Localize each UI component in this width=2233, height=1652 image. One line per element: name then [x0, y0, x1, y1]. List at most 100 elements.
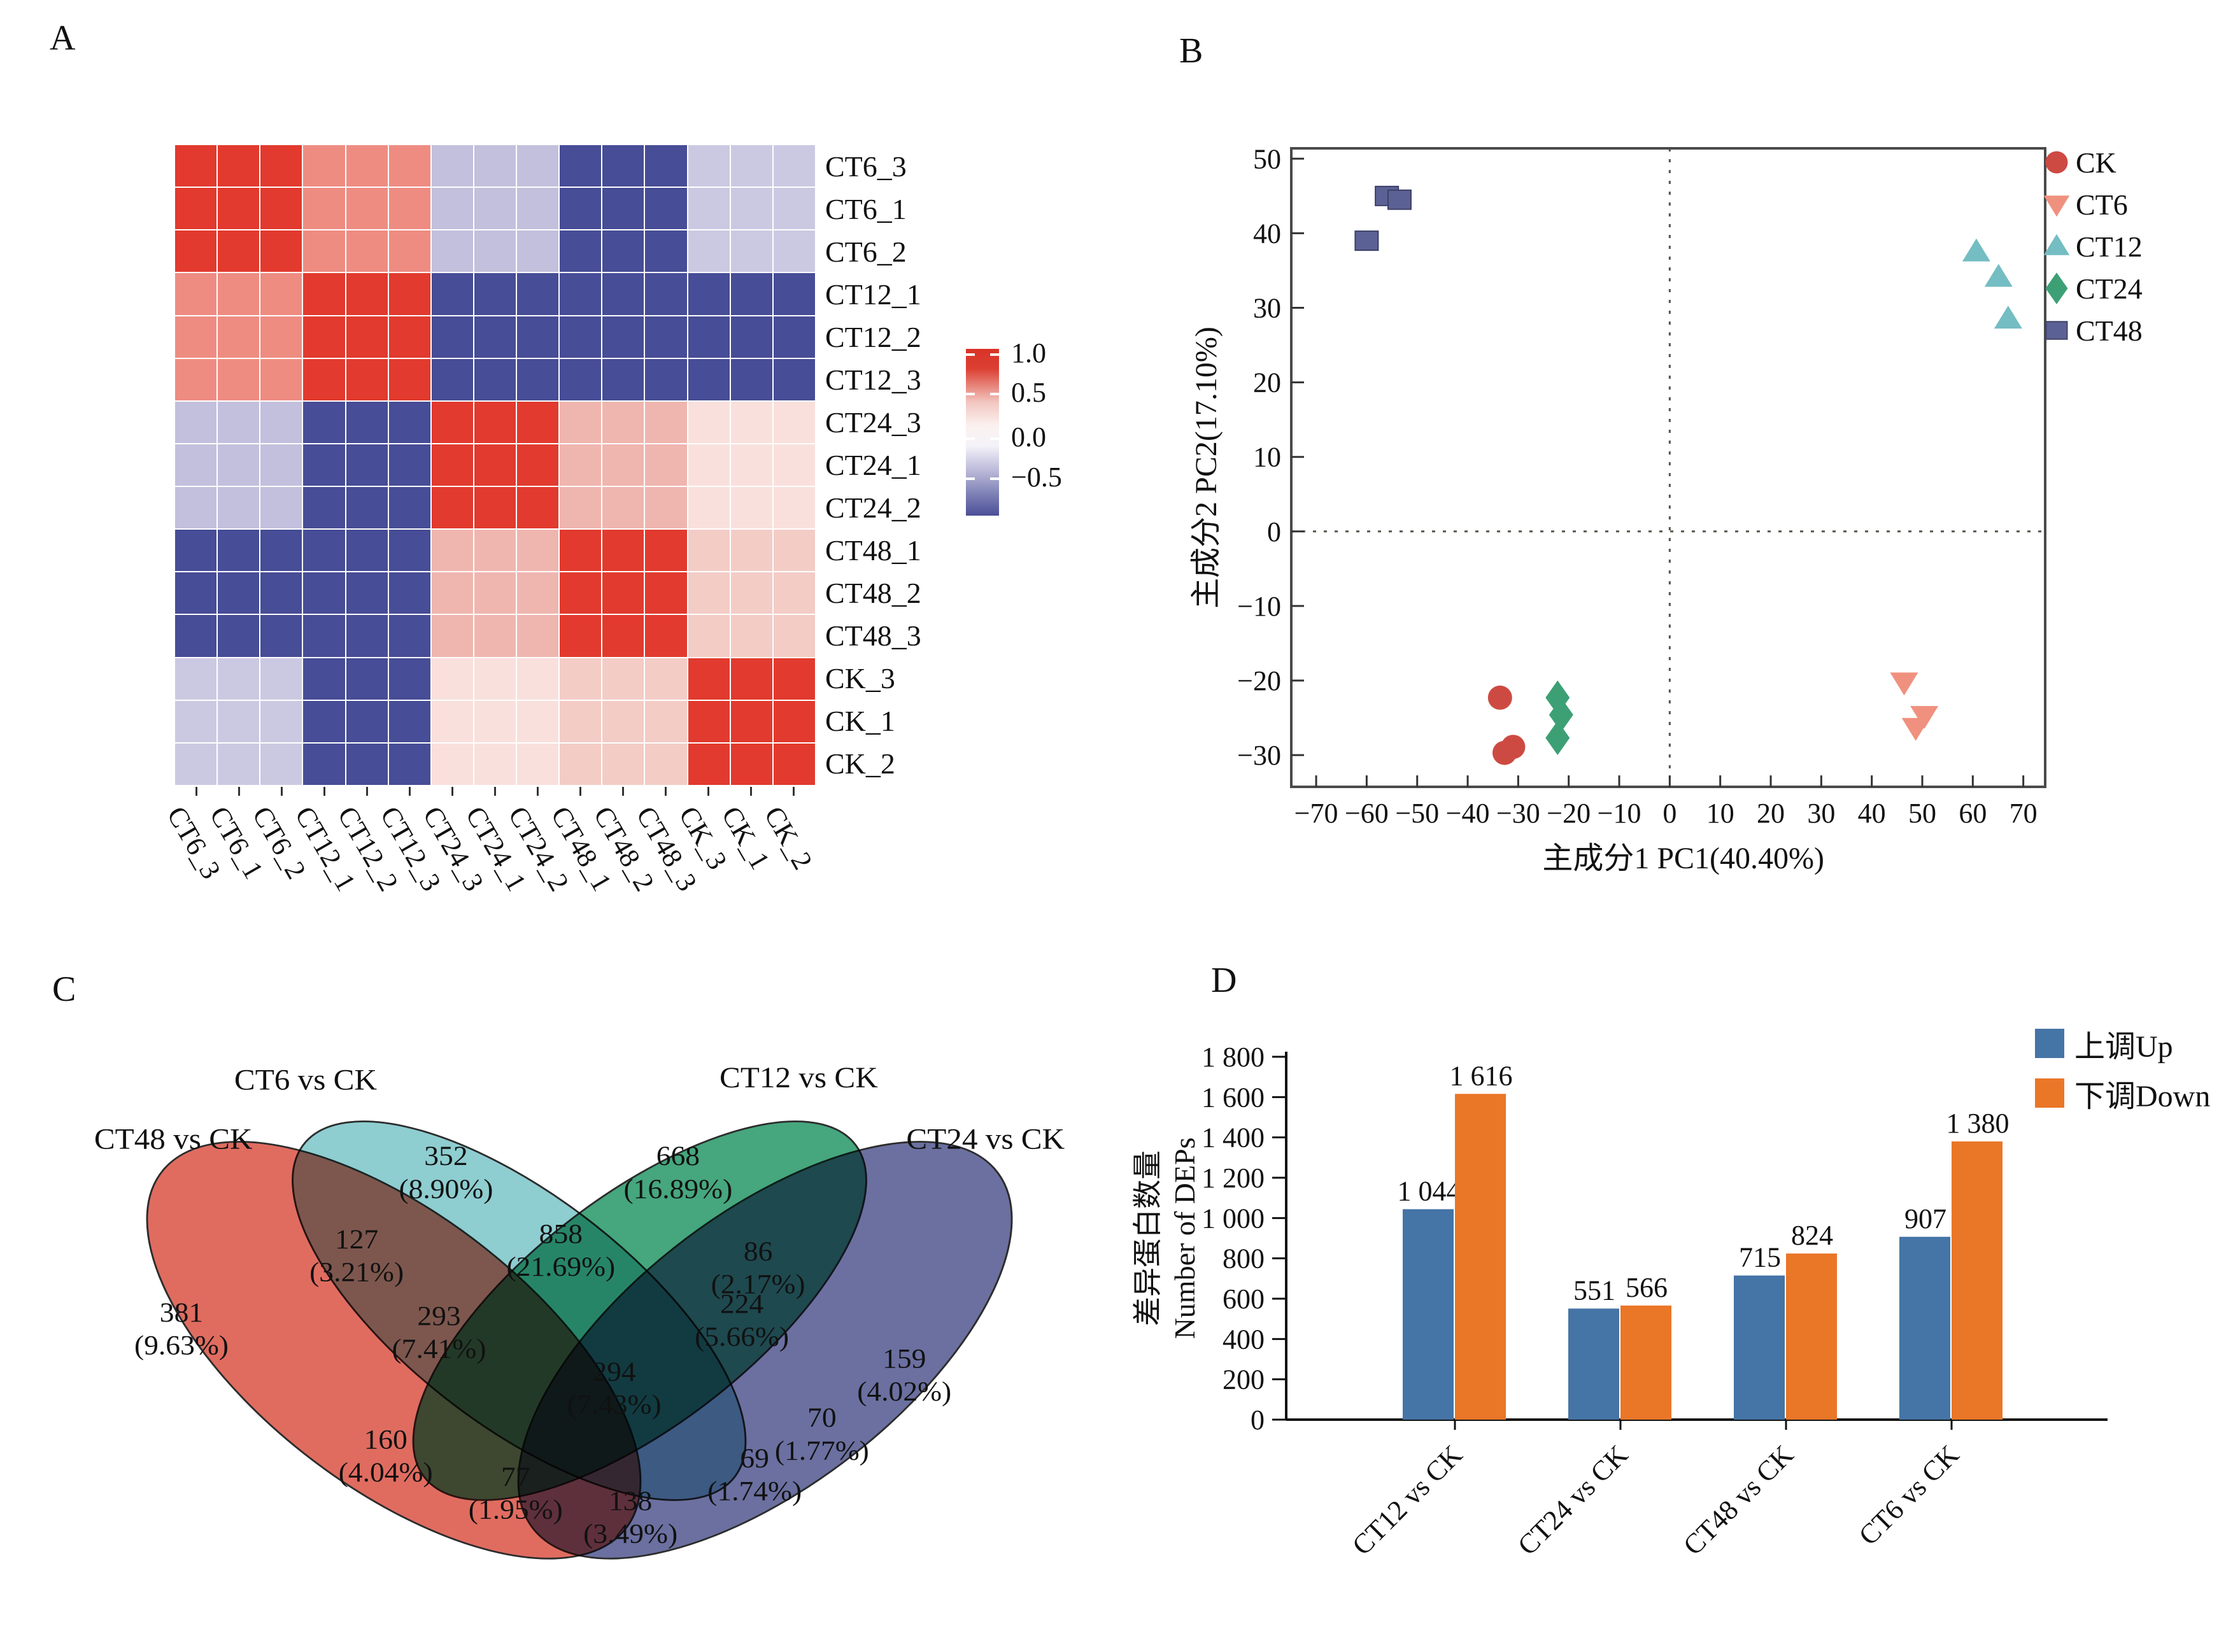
heatmap-cell [388, 444, 430, 486]
heatmap-cell [388, 230, 430, 272]
heatmap-cell [303, 487, 345, 529]
heatmap-cell [474, 487, 516, 529]
x-category-label: CT24 vs CK [1512, 1439, 1634, 1561]
legend-item-ck: CK [2041, 141, 2143, 183]
pca-point-ck [1492, 740, 1517, 765]
y-tick-label: 1 200 [1202, 1162, 1265, 1194]
legend-label: CK [2076, 146, 2116, 179]
y-tick-label: 400 [1223, 1324, 1265, 1355]
colorbar-notch [990, 477, 999, 481]
venn-region-all_four: 294 (7.43%) [567, 1357, 662, 1420]
y-tick-label: 0 [1251, 1404, 1265, 1436]
heatmap-cell [303, 230, 345, 272]
heatmap-cell [388, 188, 430, 230]
x-tick-label: −60 [1345, 798, 1389, 829]
heatmap-cell [602, 401, 644, 443]
heatmap-cell [431, 401, 473, 443]
pca-legend: CK CT6 CT12 CT24 CT48 [2041, 141, 2143, 351]
x-tick-label: 10 [1706, 798, 1734, 829]
panel-letter-c: C [52, 970, 76, 1009]
x-category-label: CT12 vs CK [1346, 1439, 1468, 1561]
colorbar-tick-label: −0.5 [1011, 462, 1062, 493]
y-tick-label: −30 [1237, 740, 1281, 771]
y-tick-label: 0 [1267, 516, 1281, 547]
bar-up [1568, 1308, 1619, 1420]
heatmap-cell [346, 615, 388, 657]
heatmap-column-tick [451, 787, 453, 796]
heatmap-cell [388, 273, 430, 315]
y-axis-title: 主成分2 PC2(17.10%) [1189, 327, 1223, 609]
heatmap-cell [260, 145, 302, 187]
heatmap-cell [773, 401, 815, 443]
heatmap-cell [218, 743, 260, 785]
y-tick-label: 20 [1253, 367, 1281, 399]
legend-item-ct48: CT48 [2041, 309, 2143, 351]
venn-set-label-ct6: CT6 vs CK [234, 1064, 378, 1096]
heatmap-cell [645, 316, 687, 358]
bar-value-label: 1 380 [1946, 1108, 2010, 1139]
heatmap-cell [688, 145, 730, 187]
heatmap-cell [773, 230, 815, 272]
heatmap-cell [602, 530, 644, 572]
x-tick-label: 30 [1807, 798, 1835, 829]
heatmap-cell [388, 615, 430, 657]
venn-region-ct12_only: 668 (16.89%) [624, 1141, 733, 1204]
heatmap-row-label: CT24_1 [825, 449, 921, 481]
pca-point-ct6 [1901, 717, 1930, 741]
y-tick-label: 600 [1223, 1283, 1265, 1315]
heatmap-cell [773, 658, 815, 700]
bar-down [1620, 1305, 1671, 1420]
heatmap-cell [431, 700, 473, 742]
y-tick-label: 1 800 [1202, 1041, 1265, 1073]
heatmap-cell [688, 658, 730, 700]
heatmap-cell [688, 700, 730, 742]
heatmap-cell [560, 700, 602, 742]
heatmap-cell [260, 188, 302, 230]
heatmap-cell [773, 316, 815, 358]
heatmap-cell [602, 145, 644, 187]
dep-bar-chart: 0 200 400 600 800 1 000 1 200 1 400 1 600 1 800 1 … [1131, 1041, 2108, 1561]
heatmap-cell [260, 316, 302, 358]
heatmap-cell [730, 658, 772, 700]
heatmap-cell [346, 358, 388, 400]
venn-diagram: CT48 vs CK CT6 vs CK CT12 vs CK CT24 vs CK 3… [94, 1061, 1065, 1560]
heatmap-cell [560, 230, 602, 272]
heatmap-row-label: CT12_1 [825, 278, 921, 311]
pca-point-ct6 [1910, 706, 1939, 730]
heatmap-cell [346, 572, 388, 614]
heatmap-cell [517, 658, 559, 700]
legend-label: 上调Up [2074, 1030, 2173, 1064]
bar-down [1455, 1094, 1506, 1420]
heatmap-cell [175, 615, 217, 657]
heatmap-cell [474, 358, 516, 400]
heatmap-cell [730, 572, 772, 614]
heatmap-cell [517, 615, 559, 657]
heatmap-cell [773, 188, 815, 230]
heatmap-cell [218, 658, 260, 700]
x-axis-title: 主成分1 PC1(40.40%) [1542, 842, 1824, 875]
heatmap-cell [517, 145, 559, 187]
venn-region-ct48_ct12_low: 160 (4.04%) [339, 1425, 433, 1488]
venn-set-label-ct12: CT12 vs CK [720, 1061, 878, 1094]
colorbar-notch [966, 392, 975, 395]
x-category-label: CT48 vs CK [1677, 1439, 1799, 1561]
legend-label: 下调Down [2074, 1080, 2211, 1113]
x-tick-label: −70 [1294, 798, 1338, 829]
heatmap-cell [730, 401, 772, 443]
heatmap-cell [645, 188, 687, 230]
heatmap-cell [260, 401, 302, 443]
heatmap-cell [218, 615, 260, 657]
heatmap-cell [346, 401, 388, 443]
bar-value-label: 824 [1791, 1220, 1833, 1251]
heatmap-cell [431, 615, 473, 657]
venn-region-ct48_ct24_left: 77 (1.95%) [469, 1462, 563, 1525]
legend-item-down: 下调Down [2035, 1068, 2210, 1118]
legend-item-ct12: CT12 [2041, 225, 2143, 267]
heatmap-cell [431, 658, 473, 700]
heatmap-cell [560, 188, 602, 230]
heatmap-cell [645, 230, 687, 272]
heatmap-cell [388, 658, 430, 700]
heatmap-cell [688, 615, 730, 657]
heatmap-cell [730, 444, 772, 486]
venn-region-ct48_only: 381 (9.63%) [134, 1297, 229, 1360]
